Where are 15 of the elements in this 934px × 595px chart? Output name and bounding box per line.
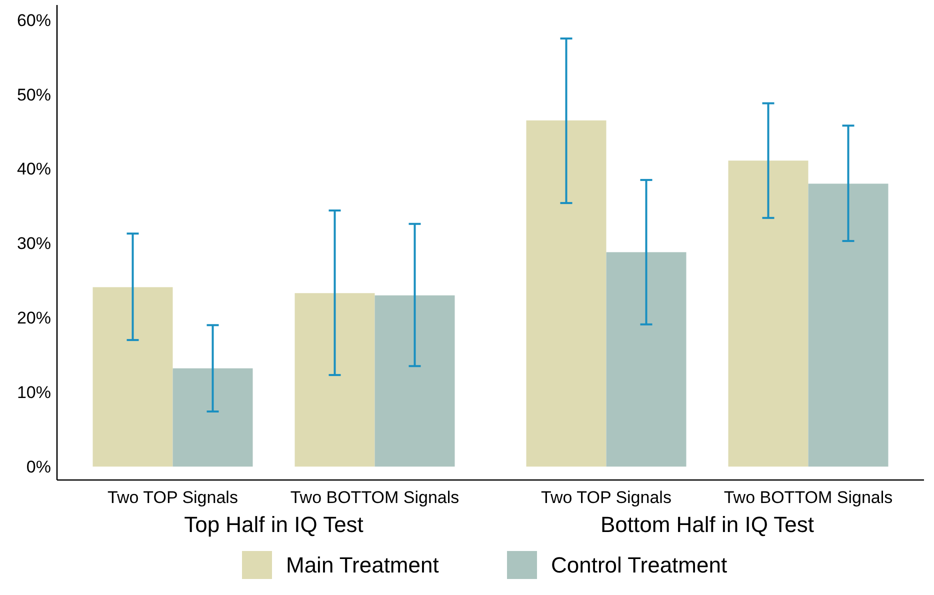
y-tick-label: 50%: [16, 85, 51, 104]
x-tick-label: Two TOP Signals: [541, 488, 672, 507]
y-tick-label: 20%: [16, 308, 51, 328]
text: Bottom Half in IQ Test: [600, 512, 814, 537]
y-tick-label: 30%: [16, 234, 51, 254]
legend-label: Main Treatment: [286, 552, 439, 578]
y-tick-label: 0%: [26, 458, 51, 477]
legend-label: Control Treatment: [551, 552, 728, 578]
y-tick-label: 40%: [16, 160, 51, 179]
x-tick-label: Two TOP Signals: [108, 488, 238, 507]
y-tick-label: 60%: [16, 10, 51, 30]
x-tick-label: Two BOTTOM Signals: [290, 488, 460, 507]
text: Top Half in IQ Test: [184, 512, 364, 537]
y-tick-label: 10%: [16, 383, 51, 402]
x-tick-label: Two BOTTOM Signals: [724, 488, 893, 507]
